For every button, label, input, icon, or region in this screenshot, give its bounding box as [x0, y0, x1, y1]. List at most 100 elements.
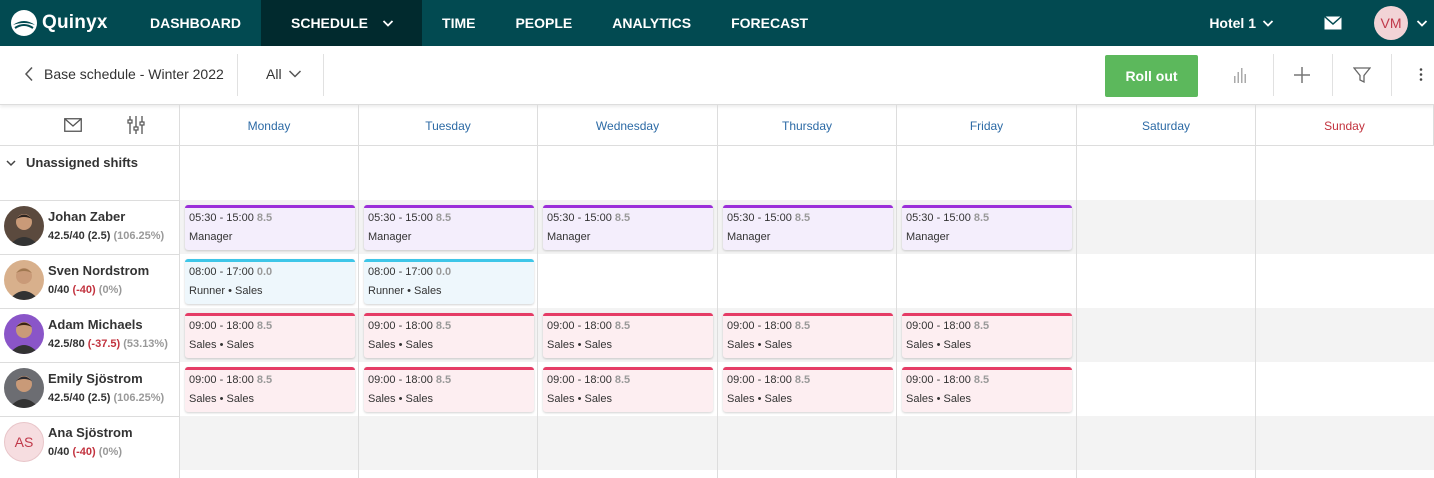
shift-card[interactable]: 05:30 - 15:00 8.5 Manager: [364, 205, 534, 250]
nav-analytics[interactable]: ANALYTICS: [592, 0, 711, 46]
shift-time-row: 09:00 - 18:00 8.5: [547, 320, 709, 332]
group-filter-dropdown[interactable]: All: [266, 66, 302, 82]
shift-card[interactable]: 09:00 - 18:00 8.5 Sales • Sales: [902, 313, 1072, 358]
shift-duration: 8.5: [435, 212, 452, 224]
shift-duration: 8.5: [256, 212, 273, 224]
bar-chart-icon[interactable]: [1233, 66, 1249, 84]
shift-time-row: 05:30 - 15:00 8.5: [727, 212, 889, 224]
shift-duration: 8.5: [614, 374, 631, 386]
shift-card[interactable]: 05:30 - 15:00 8.5 Manager: [185, 205, 355, 250]
location-label: Hotel 1: [1209, 15, 1256, 31]
shift-duration: 8.5: [794, 320, 811, 332]
employee-avatar: [4, 368, 44, 408]
nav-forecast[interactable]: FORECAST: [711, 0, 828, 46]
nav-schedule[interactable]: SCHEDULE: [261, 0, 423, 46]
day-header-wednesday[interactable]: Wednesday: [538, 105, 718, 146]
nav-time[interactable]: TIME: [422, 0, 495, 46]
hours-scheduled: 42.5/40: [48, 392, 85, 404]
schedule-grid: Monday Tuesday Wednesday Thursday Friday Satu…: [0, 105, 1434, 478]
shift-card[interactable]: 09:00 - 18:00 8.5 Sales • Sales: [543, 367, 713, 412]
shift-time: 09:00 - 18:00: [906, 320, 971, 332]
schedule-name: Base schedule - Winter 2022: [44, 66, 224, 82]
hours-percentage: (0%): [98, 446, 123, 458]
shift-card[interactable]: 09:00 - 18:00 8.5 Sales • Sales: [723, 367, 893, 412]
user-avatar[interactable]: VM: [1374, 6, 1408, 40]
employee-row[interactable]: Adam Michaels 42.5/80 (-37.5) (53.13%): [0, 308, 180, 362]
employee-row[interactable]: Emily Sjöstrom 42.5/40 (2.5) (106.25%): [0, 362, 180, 416]
chevron-down-icon[interactable]: [1416, 17, 1428, 29]
plus-icon[interactable]: [1293, 66, 1311, 84]
nav-dashboard[interactable]: DASHBOARD: [130, 0, 261, 46]
day-header-friday[interactable]: Friday: [897, 105, 1077, 146]
day-header-saturday[interactable]: Saturday: [1077, 105, 1256, 146]
shift-time: 05:30 - 15:00: [727, 212, 792, 224]
shift-type: Manager: [189, 231, 233, 243]
hours-difference: (2.5): [87, 230, 111, 242]
shift-time: 05:30 - 15:00: [547, 212, 612, 224]
employee-hours: 42.5/80 (-37.5) (53.13%): [48, 338, 168, 350]
sliders-icon[interactable]: [126, 115, 146, 135]
shift-card[interactable]: 09:00 - 18:00 8.5 Sales • Sales: [902, 367, 1072, 412]
column-divider: [896, 146, 897, 478]
day-header-thursday[interactable]: Thursday: [718, 105, 897, 146]
day-header-monday[interactable]: Monday: [180, 105, 359, 146]
shift-card[interactable]: 08:00 - 17:00 0.0 Runner • Sales: [185, 259, 355, 304]
shift-time: 09:00 - 18:00: [727, 320, 792, 332]
shift-time-row: 09:00 - 18:00 8.5: [189, 320, 351, 332]
shift-time: 09:00 - 18:00: [189, 320, 254, 332]
employee-hours: 0/40 (-40) (0%): [48, 446, 122, 458]
unassigned-shifts-toggle[interactable]: Unassigned shifts: [6, 155, 138, 170]
shift-card[interactable]: 05:30 - 15:00 8.5 Manager: [543, 205, 713, 250]
shift-card[interactable]: 09:00 - 18:00 8.5 Sales • Sales: [185, 313, 355, 358]
shift-time: 08:00 - 17:00: [189, 266, 254, 278]
hours-percentage: (106.25%): [113, 230, 165, 242]
divider: [1332, 54, 1333, 96]
shift-time: 08:00 - 17:00: [368, 266, 433, 278]
shift-duration: 8.5: [256, 320, 273, 332]
shift-type: Sales • Sales: [368, 339, 433, 351]
back-to-schedule[interactable]: Base schedule - Winter 2022: [24, 66, 224, 82]
nav-schedule-label: SCHEDULE: [291, 15, 369, 31]
employee-row[interactable]: Johan Zaber 42.5/40 (2.5) (106.25%): [0, 200, 180, 254]
shift-card[interactable]: 05:30 - 15:00 8.5 Manager: [723, 205, 893, 250]
location-selector[interactable]: Hotel 1: [1209, 15, 1274, 31]
nav-people[interactable]: PEOPLE: [495, 0, 592, 46]
shift-card[interactable]: 05:30 - 15:00 8.5 Manager: [902, 205, 1072, 250]
hours-scheduled: 0/40: [48, 446, 70, 458]
employee-row[interactable]: AS Ana Sjöstrom 0/40 (-40) (0%): [0, 416, 180, 470]
shift-duration: 8.5: [794, 212, 811, 224]
shift-card[interactable]: 09:00 - 18:00 8.5 Sales • Sales: [364, 367, 534, 412]
divider: [1273, 54, 1274, 96]
group-filter-label: All: [266, 66, 282, 82]
vertical-dots-icon[interactable]: [1418, 67, 1424, 83]
day-header-sunday[interactable]: Sunday: [1256, 105, 1434, 146]
hours-difference: (-37.5): [87, 338, 121, 350]
day-header-tuesday[interactable]: Tuesday: [359, 105, 538, 146]
column-divider: [537, 146, 538, 478]
nav-people-label: PEOPLE: [515, 15, 573, 31]
employee-column: [0, 105, 180, 478]
shift-duration: 8.5: [435, 320, 452, 332]
hours-difference: (2.5): [87, 392, 111, 404]
shift-card[interactable]: 08:00 - 17:00 0.0 Runner • Sales: [364, 259, 534, 304]
employee-name: Johan Zaber: [48, 209, 126, 224]
shift-card[interactable]: 09:00 - 18:00 8.5 Sales • Sales: [364, 313, 534, 358]
shift-time-row: 09:00 - 18:00 8.5: [727, 320, 889, 332]
shift-card[interactable]: 09:00 - 18:00 8.5 Sales • Sales: [185, 367, 355, 412]
roll-out-button[interactable]: Roll out: [1105, 55, 1198, 97]
shift-type: Manager: [906, 231, 950, 243]
shift-card[interactable]: 09:00 - 18:00 8.5 Sales • Sales: [723, 313, 893, 358]
nav-dashboard-label: DASHBOARD: [150, 15, 241, 31]
quinyx-logo[interactable]: Quinyx: [10, 9, 130, 37]
shift-card[interactable]: 09:00 - 18:00 8.5 Sales • Sales: [543, 313, 713, 358]
envelope-icon[interactable]: [1324, 16, 1342, 30]
employee-row[interactable]: Sven Nordstrom 0/40 (-40) (0%): [0, 254, 180, 308]
shift-time-row: 09:00 - 18:00 8.5: [368, 374, 530, 386]
envelope-icon[interactable]: [64, 118, 82, 132]
funnel-icon[interactable]: [1353, 66, 1371, 84]
shift-duration: 8.5: [973, 320, 990, 332]
shift-time: 09:00 - 18:00: [727, 374, 792, 386]
hours-percentage: (53.13%): [123, 338, 168, 350]
shift-duration: 8.5: [256, 374, 273, 386]
shift-time: 05:30 - 15:00: [189, 212, 254, 224]
